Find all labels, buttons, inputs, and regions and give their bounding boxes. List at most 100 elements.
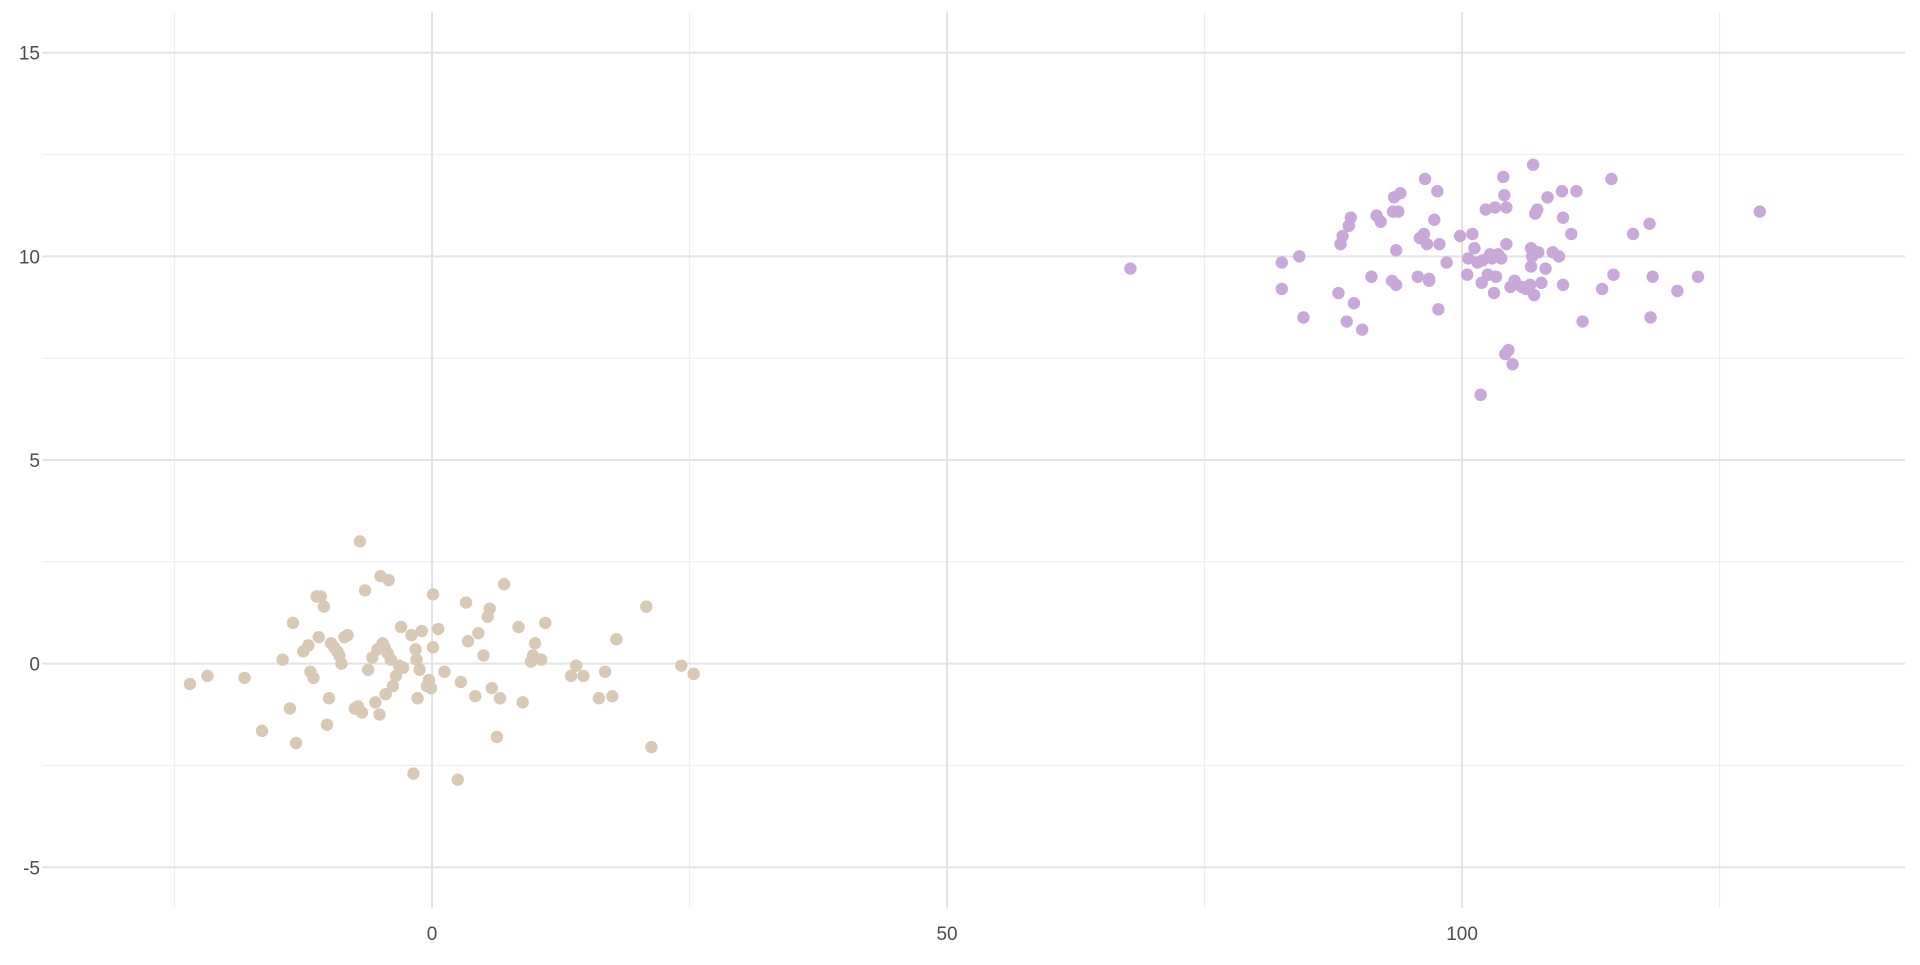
- scatter-point-series-1: [424, 681, 438, 695]
- scatter-point-series-1: [307, 671, 320, 685]
- scatter-point-series-2: [1389, 244, 1403, 257]
- scatter-point-series-2: [1531, 203, 1544, 216]
- scatter-point-series-2: [1526, 158, 1540, 171]
- scatter-point-series-2: [1500, 201, 1513, 214]
- scatter-point-series-1: [379, 687, 392, 701]
- scatter-point-series-2: [1570, 185, 1583, 198]
- scatter-point-series-2: [1644, 311, 1657, 324]
- scatter-point-series-1: [382, 573, 395, 587]
- scatter-point-series-2: [1468, 242, 1481, 255]
- scatter-point-series-2: [1431, 185, 1444, 198]
- minor-gridlines: [42, 12, 1905, 908]
- scatter-point-series-2: [1605, 172, 1618, 186]
- scatter-point-series-2: [1336, 229, 1349, 243]
- scatter-point-series-1: [201, 669, 214, 683]
- scatter-point-series-2: [1479, 203, 1492, 216]
- scatter-point-series-2: [1506, 358, 1519, 371]
- scatter-point-series-1: [592, 692, 606, 705]
- scatter-point-series-1: [493, 692, 507, 705]
- scatter-point-series-2: [1347, 297, 1361, 310]
- scatter-point-series-2: [1626, 227, 1640, 241]
- scatter-point-series-1: [396, 661, 410, 674]
- scatter-point-series-2: [1552, 250, 1566, 263]
- x-tick-label: 0: [427, 924, 438, 945]
- scatter-point-series-2: [1524, 260, 1538, 273]
- scatter-point-series-2: [1487, 286, 1501, 300]
- scatter-point-series-1: [610, 633, 623, 646]
- scatter-point-series-1: [358, 584, 372, 597]
- scatter-point-series-1: [577, 669, 590, 683]
- scatter-point-series-1: [451, 773, 464, 786]
- scatter-point-series-1: [255, 724, 269, 738]
- y-tick-label: -5: [23, 858, 40, 879]
- scatter-point-series-1: [432, 622, 445, 636]
- scatter-point-series-2: [1432, 303, 1445, 316]
- scatter-point-series-1: [409, 643, 422, 656]
- scatter-point-series-2: [1607, 268, 1620, 281]
- scatter-point-series-1: [317, 600, 331, 613]
- scatter-point-series-1: [386, 679, 400, 693]
- scatter-point-series-2: [1541, 191, 1554, 204]
- scatter-point-series-2: [1595, 282, 1609, 296]
- y-tick-label: 10: [19, 247, 40, 268]
- scatter-point-series-2: [1332, 286, 1345, 300]
- scatter-point-series-2: [1453, 229, 1467, 243]
- scatter-point-series-1: [469, 690, 482, 703]
- scatter-point-series-2: [1440, 256, 1453, 269]
- scatter-point-series-2: [1643, 217, 1656, 230]
- scatter-point-series-2: [1576, 315, 1589, 328]
- scatter-point-series-1: [369, 696, 382, 709]
- major-gridlines: [42, 12, 1905, 908]
- scatter-point-series-1: [438, 665, 451, 678]
- scatter-point-series-1: [320, 718, 334, 731]
- scatter-point-series-1: [353, 535, 367, 548]
- x-tick-label: 50: [936, 924, 957, 945]
- scatter-point-series-2: [1124, 262, 1137, 275]
- scatter-point-series-1: [312, 630, 325, 644]
- scatter-point-series-1: [483, 602, 496, 615]
- scatter-point-series-1: [477, 649, 490, 662]
- scatter-point-series-2: [1340, 315, 1353, 328]
- scatter-point-series-2: [1497, 170, 1510, 184]
- scatter-point-series-1: [675, 659, 688, 672]
- scatter-point-series-1: [286, 616, 300, 630]
- scatter-point-series-1: [528, 637, 542, 650]
- scatter-point-series-2: [1344, 211, 1358, 224]
- scatter-point-series-2: [1565, 227, 1578, 241]
- scatter-point-series-2: [1275, 256, 1289, 269]
- scatter-point-series-1: [426, 641, 440, 654]
- scatter-point-series-2: [1500, 237, 1513, 251]
- scatter-point-series-2: [1374, 215, 1387, 228]
- scatter-point-series-2: [1474, 388, 1487, 402]
- scatter-point-series-2: [1365, 270, 1378, 283]
- scatter-point-series-1: [516, 696, 529, 709]
- scatter-point-series-2: [1417, 227, 1431, 241]
- scatter-point-series-1: [535, 653, 548, 666]
- scatter-point-series-2: [1411, 270, 1424, 283]
- scatter-point-series-2: [1502, 343, 1515, 357]
- scatter-point-series-2: [1539, 262, 1552, 275]
- scatter-point-series-1: [426, 588, 440, 601]
- x-tick-label: 100: [1446, 924, 1478, 945]
- scatter-point-series-1: [497, 578, 511, 591]
- scatter-point-series-1: [314, 590, 327, 603]
- scatter-point-series-1: [687, 667, 700, 681]
- y-tick-label: 5: [29, 451, 40, 472]
- scatter-point-series-2: [1297, 311, 1310, 324]
- scatter-point-series-1: [283, 702, 297, 715]
- scatter-point-series-1: [355, 706, 369, 719]
- scatter-point-series-1: [302, 639, 315, 652]
- scatter-point-series-2: [1420, 237, 1434, 251]
- scatter-point-series-1: [598, 665, 612, 678]
- tick-labels: 0 50 100 -5 0 5 10 15: [19, 44, 1478, 945]
- scatter-point-series-1: [415, 624, 428, 638]
- scatter-point-series-1: [289, 736, 303, 750]
- scatter-point-series-1: [405, 628, 418, 642]
- scatter-point-series-2: [1753, 205, 1766, 218]
- scatter-point-series-1: [361, 663, 375, 676]
- scatter-point-series-2: [1466, 227, 1479, 241]
- scatter-point-series-2: [1671, 284, 1684, 298]
- scatter-point-series-1: [411, 692, 424, 705]
